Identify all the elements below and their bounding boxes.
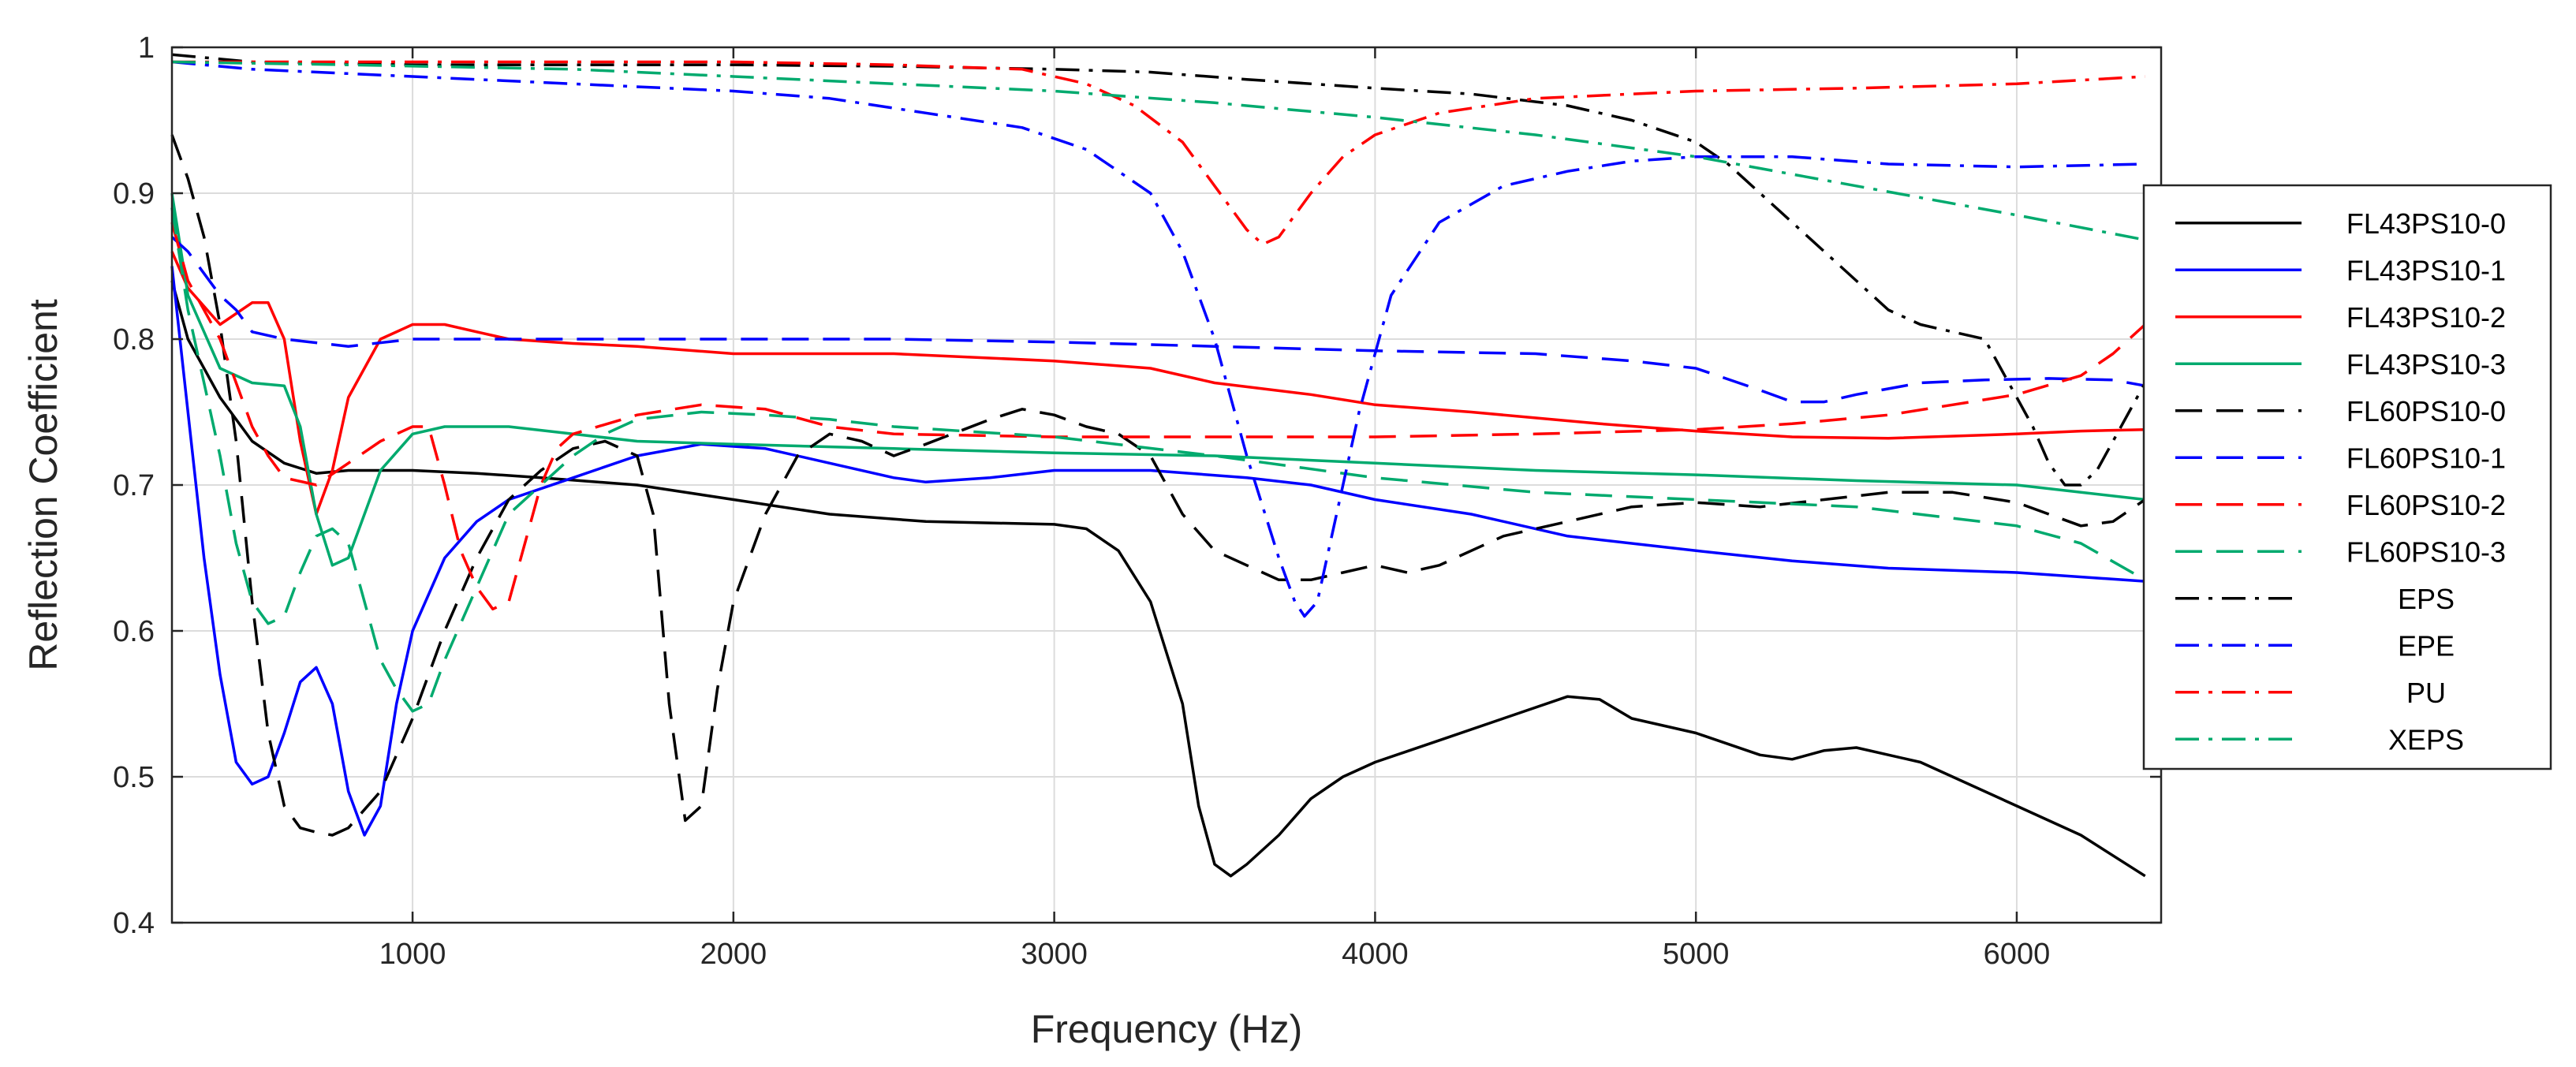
legend-label: FL43PS10-1 [2346, 254, 2506, 286]
axis-ticks: 1000 2000 3000 4000 5000 6000 0.4 0.5 0.6 0.7 0.8 0… [113, 32, 2161, 971]
x-tick-label: 3000 [1021, 938, 1088, 971]
series-line-fl43ps10-0 [170, 280, 2146, 878]
legend-label: FL60PS10-0 [2346, 395, 2506, 427]
series-line-epe [171, 60, 2145, 618]
x-tick-label: 5000 [1663, 938, 1730, 971]
legend-label: PU [2406, 677, 2446, 709]
series-line-fl60ps10-1 [170, 236, 2146, 404]
y-tick-label: 0.4 [113, 907, 155, 940]
y-tick-label: 0.7 [113, 469, 155, 502]
x-tick-label: 2000 [700, 938, 767, 971]
y-tick-label: 1 [138, 32, 155, 65]
y-tick-label: 0.8 [113, 323, 155, 356]
series-line-fl60ps10-3 [170, 207, 2146, 713]
y-tick-label: 0.6 [113, 615, 155, 648]
legend: FL43PS10-0 FL43PS10-1 FL43PS10-2 FL43PS10-3… [2142, 184, 2552, 770]
legend-label: FL43PS10-0 [2346, 207, 2506, 240]
legend-label: XEPS [2388, 723, 2464, 755]
x-tick-label: 1000 [379, 938, 446, 971]
series-lines [170, 53, 2147, 878]
y-tick-label: 0.5 [113, 761, 155, 794]
series-line-fl60ps10-0 [170, 134, 2146, 837]
x-tick-label: 4000 [1342, 938, 1409, 971]
legend-label: EPS [2398, 583, 2455, 615]
series-line-pu [172, 60, 2145, 246]
y-axis-title: Reflection Coefficient [21, 299, 65, 671]
legend-box [2142, 184, 2552, 770]
legend-label: FL60PS10-3 [2346, 535, 2506, 568]
legend-label: FL60PS10-2 [2346, 489, 2506, 521]
legend-label: EPE [2398, 629, 2455, 662]
legend-label: FL43PS10-2 [2346, 301, 2506, 334]
x-tick-label: 6000 [1984, 938, 2051, 971]
x-axis-title: Frequency (Hz) [1031, 1007, 1303, 1051]
legend-label: FL43PS10-3 [2346, 348, 2506, 380]
series-line-xeps [171, 60, 2146, 241]
series-line-fl43ps10-3 [170, 192, 2145, 567]
series-line-fl60ps10-2 [170, 222, 2146, 611]
y-tick-label: 0.9 [113, 177, 155, 211]
legend-label: FL60PS10-1 [2346, 442, 2506, 474]
